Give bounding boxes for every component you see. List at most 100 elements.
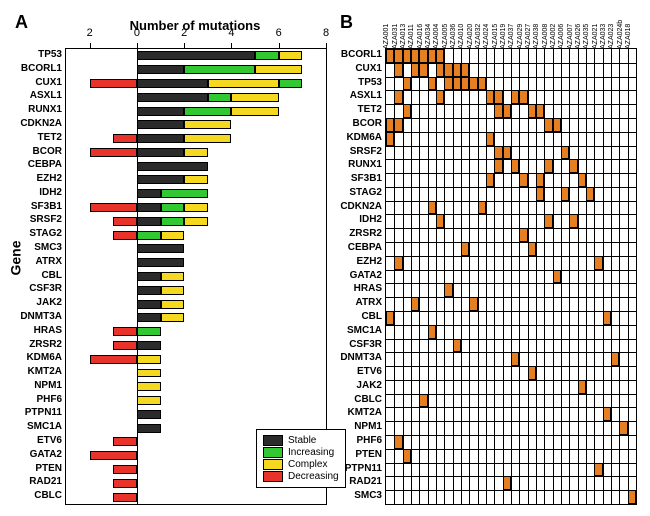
gene-label: CEBPA: [348, 242, 386, 253]
bar-seg: [137, 300, 161, 309]
gene-label: CUX1: [355, 63, 386, 74]
bar-row: BCOR: [66, 146, 326, 160]
bar-row: CSF3R: [66, 283, 326, 297]
gene-label: SMC1A: [27, 421, 66, 432]
heatmap-cell: [486, 173, 494, 187]
gene-label: PTEN: [35, 463, 66, 474]
heatmap-cell: [453, 63, 461, 77]
bar-row: CEBPA: [66, 159, 326, 173]
sample-label: AZA004: [433, 24, 442, 49]
heatmap-cell: [386, 132, 394, 146]
bar-seg: [137, 148, 184, 157]
bar-row: KMT2A: [66, 366, 326, 380]
bar-seg: [161, 272, 185, 281]
x-title: Number of mutations: [65, 18, 325, 33]
bar-seg: [161, 286, 185, 295]
heatmap-cell: [494, 104, 502, 118]
bar-seg: [208, 93, 232, 102]
bar-seg: [113, 231, 137, 240]
heatmap-cell: [411, 297, 419, 311]
gene-label: BCOR: [33, 146, 66, 157]
bar-row: NPM1: [66, 380, 326, 394]
bar-seg: [137, 120, 184, 129]
gene-label: PTPN11: [345, 463, 386, 474]
heatmap-cell: [586, 187, 594, 201]
heatmap-cell: [428, 49, 436, 63]
gene-label: CBLC: [354, 394, 386, 405]
heatmap-cell: [394, 435, 402, 449]
gene-label: HRAS: [34, 325, 66, 336]
sample-label: AZA024: [483, 24, 492, 49]
sample-label: AZA006: [558, 24, 567, 49]
bar-seg: [137, 244, 184, 253]
sample-label: AZA037: [508, 24, 517, 49]
bar-row: JAK2: [66, 297, 326, 311]
heatmap-cell: [544, 118, 552, 132]
heatmap-cell: [519, 228, 527, 242]
heatmap-cell: [436, 214, 444, 228]
heatmap-cell: [611, 352, 619, 366]
bar-seg: [255, 51, 279, 60]
bar-seg: [161, 313, 185, 322]
bar-seg: [137, 162, 208, 171]
heatmap-cell: [503, 476, 511, 490]
heatmap-cell: [486, 132, 494, 146]
bar-seg: [113, 134, 137, 143]
gene-label: CSF3R: [349, 339, 386, 350]
heatmap-cell: [553, 270, 561, 284]
heatmap-cell: [403, 104, 411, 118]
heatmap-cell: [544, 159, 552, 173]
heatmap-cell: [578, 380, 586, 394]
bar-seg: [137, 65, 184, 74]
heatmap-cell: [511, 90, 519, 104]
gene-label: ATRX: [36, 256, 66, 267]
heatmap-cell: [536, 173, 544, 187]
gene-label: JAK2: [36, 297, 66, 308]
bar-seg: [113, 465, 137, 474]
gene-label: SF3B1: [351, 173, 386, 184]
heatmap-cell: [519, 173, 527, 187]
heatmap-cell: [461, 63, 469, 77]
heatmap-cell: [428, 77, 436, 91]
gene-label: CDKN2A: [20, 118, 66, 129]
bar-seg: [161, 203, 185, 212]
bar-row: DNMT3A: [66, 311, 326, 325]
gene-label: PTPN11: [25, 407, 66, 418]
heatmap-cell: [619, 421, 627, 435]
bar-seg: [137, 369, 161, 378]
bar-row: CDKN2A: [66, 118, 326, 132]
bar-seg: [137, 217, 161, 226]
heatmap-cell: [561, 146, 569, 160]
bar-seg: [137, 203, 161, 212]
gene-label: CBL: [361, 311, 386, 322]
gene-label: RAD21: [29, 476, 66, 487]
gene-label: TET2: [38, 132, 66, 143]
bar-seg: [231, 107, 278, 116]
gene-label: CBL: [41, 270, 66, 281]
bar-seg: [137, 355, 161, 364]
bar-seg: [137, 382, 161, 391]
gene-label: KMT2A: [348, 407, 386, 418]
gene-label: SMC3: [34, 242, 66, 253]
gene-label: IDH2: [39, 187, 66, 198]
bar-row: CBLC: [66, 490, 326, 504]
gene-label: NPM1: [34, 380, 66, 391]
bar-seg: [137, 134, 184, 143]
gene-label: RAD21: [349, 476, 386, 487]
bar-row: SMC3: [66, 242, 326, 256]
gene-label: GATA2: [350, 270, 386, 281]
heatmap-cell: [394, 118, 402, 132]
bar-row: SF3B1: [66, 201, 326, 215]
heatmap-cell: [411, 63, 419, 77]
gene-label: IDH2: [359, 214, 386, 225]
bar-seg: [161, 189, 208, 198]
bar-row: HRAS: [66, 325, 326, 339]
bar-seg: [137, 272, 161, 281]
bar-seg: [161, 231, 185, 240]
heatmap-cell: [403, 449, 411, 463]
gene-label: ATRX: [356, 297, 386, 308]
heatmap-cell: [528, 242, 536, 256]
bar-seg: [137, 341, 161, 350]
gene-label: BCOR: [353, 118, 386, 129]
heatmap-cell: [494, 146, 502, 160]
